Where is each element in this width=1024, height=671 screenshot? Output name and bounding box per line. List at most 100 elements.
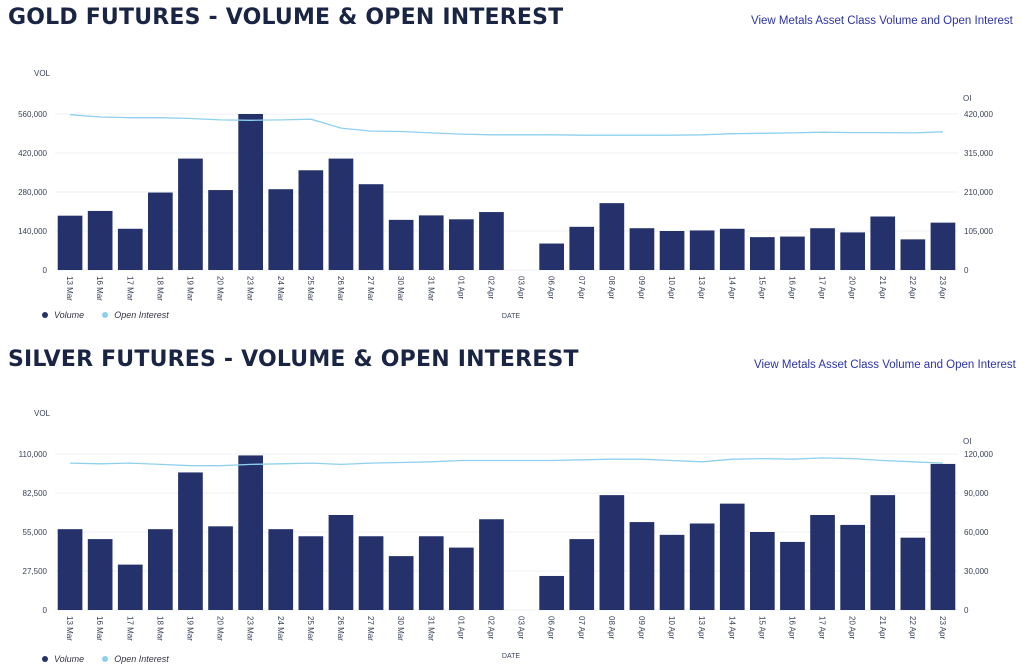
volume-bar[interactable] xyxy=(840,232,865,270)
volume-bar[interactable] xyxy=(479,519,504,610)
volume-bar[interactable] xyxy=(298,170,324,270)
volume-bar[interactable] xyxy=(719,503,745,610)
volume-bar[interactable] xyxy=(900,537,926,610)
volume-bar[interactable] xyxy=(569,539,595,610)
volume-bar[interactable] xyxy=(388,556,414,610)
right-tick-label: 0 xyxy=(964,606,969,615)
volume-bar[interactable] xyxy=(178,472,203,610)
x-tick-label: 14 Apr xyxy=(727,276,736,299)
volume-bar[interactable] xyxy=(659,534,685,610)
x-tick-label: 09 Apr xyxy=(637,616,646,639)
volume-bar[interactable] xyxy=(178,158,203,270)
volume-bar[interactable] xyxy=(268,189,294,270)
legend-oi-label: Open Interest xyxy=(114,310,169,320)
x-tick-label: 20 Apr xyxy=(848,616,857,639)
left-axis-label: VOL xyxy=(34,69,51,78)
right-tick-label: 30,000 xyxy=(964,567,989,576)
x-tick-label: 13 Apr xyxy=(697,276,706,299)
volume-bar[interactable] xyxy=(900,239,926,270)
x-tick-label: 23 Apr xyxy=(938,276,947,299)
volume-bar[interactable] xyxy=(689,523,715,610)
volume-bar[interactable] xyxy=(238,455,263,610)
x-tick-label: 19 Mar xyxy=(186,616,195,641)
right-axis-label: OI xyxy=(963,94,971,103)
volume-bar[interactable] xyxy=(449,547,474,610)
right-tick-label: 120,000 xyxy=(964,450,993,459)
volume-bar[interactable] xyxy=(328,158,354,270)
right-tick-label: 315,000 xyxy=(964,149,993,158)
volume-bar[interactable] xyxy=(148,192,173,270)
open-interest-line[interactable] xyxy=(69,114,944,136)
x-tick-label: 25 Mar xyxy=(306,616,315,641)
volume-bar[interactable] xyxy=(870,216,896,270)
x-tick-label: 16 Mar xyxy=(95,616,104,641)
volume-bar[interactable] xyxy=(208,526,233,610)
x-tick-label: 27 Mar xyxy=(366,276,375,301)
volume-bar[interactable] xyxy=(750,237,775,270)
volume-bar[interactable] xyxy=(599,495,625,610)
volume-bar[interactable] xyxy=(449,219,474,270)
legend-volume[interactable]: Volume xyxy=(42,654,84,664)
silver-view-metals-link[interactable]: View Metals Asset Class Volume and Open … xyxy=(754,359,1016,371)
volume-bar[interactable] xyxy=(87,210,113,270)
x-tick-label: 10 Apr xyxy=(667,616,676,639)
left-tick-label: 420,000 xyxy=(18,149,47,158)
volume-bar[interactable] xyxy=(388,219,414,270)
volume-bar[interactable] xyxy=(569,226,595,270)
volume-bar[interactable] xyxy=(268,529,294,610)
legend-oi-swatch xyxy=(102,312,109,318)
x-tick-label: 16 Apr xyxy=(788,616,797,639)
volume-bar[interactable] xyxy=(238,114,263,270)
volume-bar[interactable] xyxy=(57,215,83,270)
volume-bar[interactable] xyxy=(328,514,354,610)
volume-bar[interactable] xyxy=(418,536,444,610)
volume-bar[interactable] xyxy=(659,231,685,270)
x-tick-label: 18 Mar xyxy=(155,276,164,301)
volume-bar[interactable] xyxy=(689,230,715,270)
volume-bar[interactable] xyxy=(87,539,113,610)
legend-open-interest[interactable]: Open Interest xyxy=(102,654,169,664)
volume-bar[interactable] xyxy=(539,575,564,610)
right-tick-label: 90,000 xyxy=(964,489,989,498)
volume-bar[interactable] xyxy=(629,522,655,610)
volume-bar[interactable] xyxy=(810,514,835,610)
volume-bar[interactable] xyxy=(810,228,835,270)
legend-open-interest[interactable]: Open Interest xyxy=(102,310,169,320)
legend-volume[interactable]: Volume xyxy=(42,310,84,320)
volume-bar[interactable] xyxy=(358,536,384,610)
x-tick-label: 03 Apr xyxy=(517,276,526,299)
right-tick-label: 420,000 xyxy=(964,110,993,119)
volume-bar[interactable] xyxy=(208,190,233,270)
volume-bar[interactable] xyxy=(750,532,775,610)
volume-bar[interactable] xyxy=(840,524,865,610)
volume-bar[interactable] xyxy=(117,564,143,610)
x-tick-label: 02 Apr xyxy=(487,616,496,639)
volume-bar[interactable] xyxy=(719,228,745,270)
volume-bar[interactable] xyxy=(148,529,173,610)
volume-bar[interactable] xyxy=(57,529,83,610)
volume-bar[interactable] xyxy=(780,236,805,270)
volume-bar[interactable] xyxy=(358,184,384,270)
gold-chart-title: GOLD FUTURES - VOLUME & OPEN INTEREST xyxy=(8,5,564,30)
volume-bar[interactable] xyxy=(539,243,564,270)
volume-bar[interactable] xyxy=(629,228,655,270)
gold-view-metals-link[interactable]: View Metals Asset Class Volume and Open … xyxy=(751,15,1013,27)
volume-bar[interactable] xyxy=(870,495,896,610)
x-tick-label: 01 Apr xyxy=(456,616,465,639)
x-tick-label: 22 Apr xyxy=(908,616,917,639)
volume-bar[interactable] xyxy=(780,541,805,610)
legend-volume-swatch xyxy=(42,656,48,662)
x-tick-label: 14 Apr xyxy=(727,616,736,639)
volume-bar[interactable] xyxy=(599,203,625,270)
volume-bar[interactable] xyxy=(479,212,504,270)
volume-bar[interactable] xyxy=(298,536,324,610)
volume-bar[interactable] xyxy=(117,228,143,270)
x-tick-label: 09 Apr xyxy=(637,276,646,299)
x-tick-label: 25 Mar xyxy=(306,276,315,301)
volume-bar[interactable] xyxy=(930,222,956,270)
x-tick-label: 06 Apr xyxy=(547,616,556,639)
volume-bar[interactable] xyxy=(418,215,444,270)
volume-bar[interactable] xyxy=(930,463,956,610)
x-tick-label: 16 Mar xyxy=(95,276,104,301)
open-interest-line[interactable] xyxy=(69,457,944,467)
